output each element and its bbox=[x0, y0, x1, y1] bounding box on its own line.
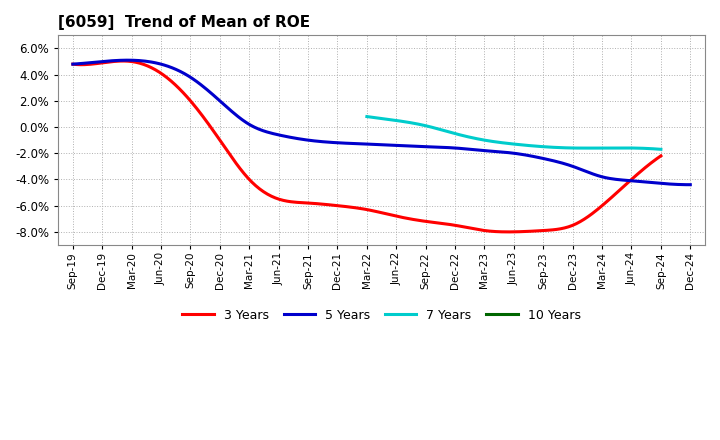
7 Years bbox=[542, 144, 551, 150]
3 Years bbox=[68, 62, 77, 67]
3 Years bbox=[420, 219, 429, 224]
7 Years bbox=[364, 114, 372, 119]
5 Years bbox=[684, 182, 693, 187]
7 Years bbox=[363, 114, 372, 119]
3 Years bbox=[503, 229, 512, 235]
Line: 3 Years: 3 Years bbox=[73, 61, 661, 232]
Legend: 3 Years, 5 Years, 7 Years, 10 Years: 3 Years, 5 Years, 7 Years, 10 Years bbox=[177, 304, 585, 327]
7 Years bbox=[538, 144, 546, 149]
5 Years bbox=[630, 178, 639, 183]
5 Years bbox=[686, 182, 695, 187]
5 Years bbox=[449, 145, 457, 150]
5 Years bbox=[68, 62, 77, 67]
3 Years bbox=[71, 62, 79, 67]
7 Years bbox=[629, 145, 638, 150]
5 Years bbox=[436, 145, 445, 150]
5 Years bbox=[71, 61, 79, 66]
Line: 7 Years: 7 Years bbox=[367, 117, 661, 149]
5 Years bbox=[125, 58, 133, 63]
3 Years bbox=[568, 223, 577, 228]
5 Years bbox=[438, 145, 447, 150]
7 Years bbox=[657, 147, 665, 152]
3 Years bbox=[418, 218, 427, 224]
7 Years bbox=[611, 145, 619, 150]
3 Years bbox=[120, 59, 128, 64]
Line: 5 Years: 5 Years bbox=[73, 60, 690, 185]
7 Years bbox=[536, 144, 545, 149]
3 Years bbox=[431, 220, 439, 225]
3 Years bbox=[606, 196, 614, 202]
Text: [6059]  Trend of Mean of ROE: [6059] Trend of Mean of ROE bbox=[58, 15, 310, 30]
3 Years bbox=[657, 153, 665, 158]
5 Years bbox=[591, 172, 600, 177]
